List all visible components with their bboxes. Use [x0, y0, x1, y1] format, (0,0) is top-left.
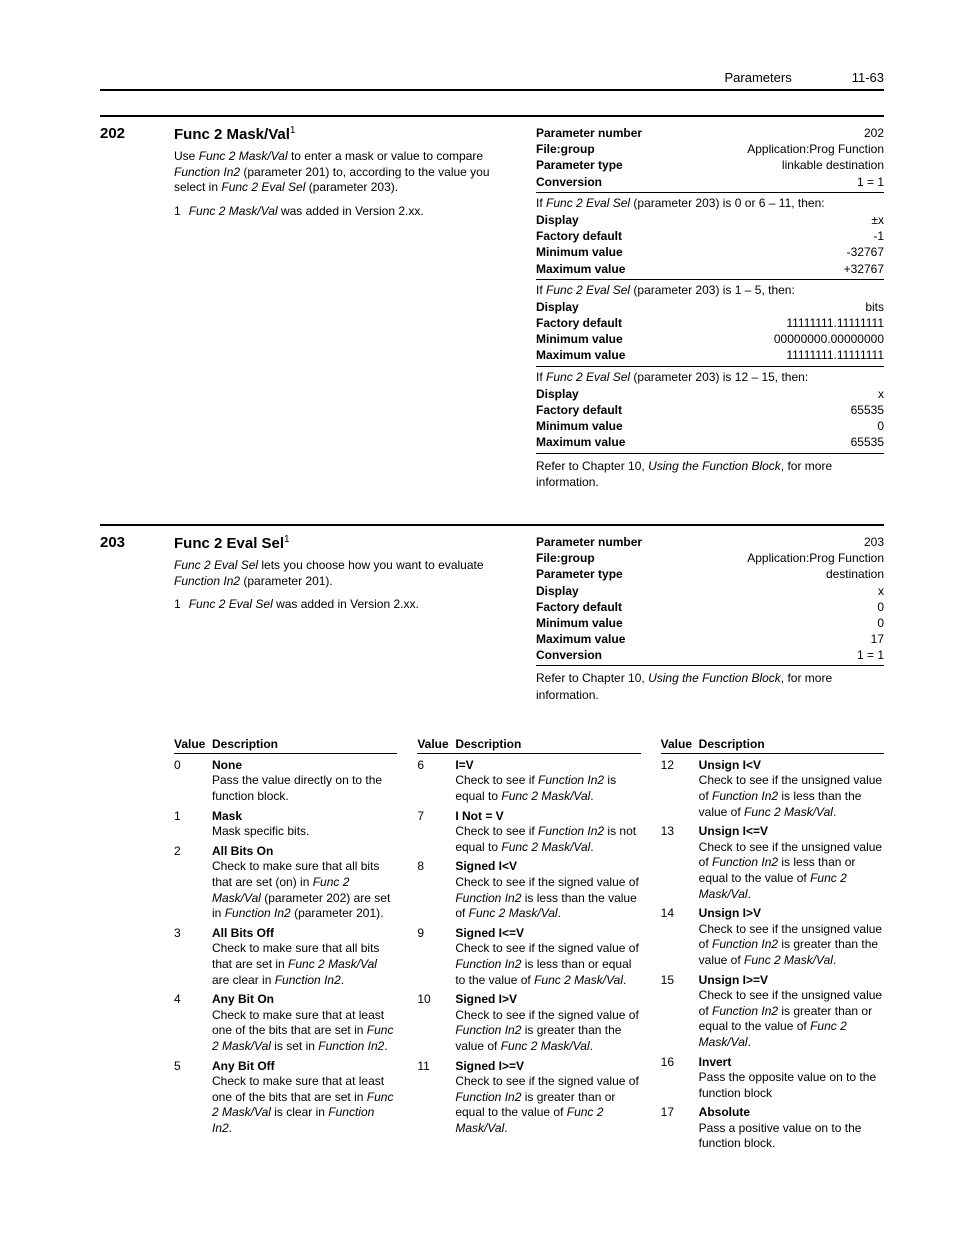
- footnote: 1 Func 2 Eval Sel was added in Version 2…: [174, 597, 522, 613]
- condition-note: If Func 2 Eval Sel (parameter 203) is 12…: [536, 369, 884, 385]
- value-row: 5Any Bit OffCheck to make sure that at l…: [174, 1059, 397, 1137]
- param-spec-table: Parameter number202 File:groupApplicatio…: [536, 125, 884, 490]
- param-number: 203: [100, 534, 160, 703]
- value-row: 7I Not = VCheck to see if Function In2 i…: [417, 809, 640, 856]
- param-intro: Use Func 2 Mask/Val to enter a mask or v…: [174, 149, 522, 196]
- condition-note: If Func 2 Eval Sel (parameter 203) is 0 …: [536, 195, 884, 211]
- value-row: 0NonePass the value directly on to the f…: [174, 758, 397, 805]
- value-row: 8Signed I<VCheck to see if the signed va…: [417, 859, 640, 921]
- param-spec-table: Parameter number203 File:groupApplicatio…: [536, 534, 884, 703]
- value-row: 15Unsign I>=VCheck to see if the unsigne…: [661, 973, 884, 1051]
- value-row: 9Signed I<=VCheck to see if the signed v…: [417, 926, 640, 988]
- values-column: ValueDescription 6I=VCheck to see if Fun…: [417, 737, 640, 1156]
- condition-note: If Func 2 Eval Sel (parameter 203) is 1 …: [536, 282, 884, 298]
- param-202: 202 Func 2 Mask/Val1 Use Func 2 Mask/Val…: [100, 115, 884, 490]
- value-row: 4Any Bit OnCheck to make sure that at le…: [174, 992, 397, 1054]
- param-title: Func 2 Eval Sel1: [174, 534, 522, 552]
- page-number: 11-63: [852, 70, 884, 85]
- value-row: 11Signed I>=VCheck to see if the signed …: [417, 1059, 640, 1137]
- value-row: 1MaskMask specific bits.: [174, 809, 397, 840]
- footnote: 1 Func 2 Mask/Val was added in Version 2…: [174, 204, 522, 220]
- running-header: Parameters 11-63: [100, 70, 884, 91]
- reference-note: Refer to Chapter 10, Using the Function …: [536, 670, 884, 702]
- value-row: 13Unsign I<=VCheck to see if the unsigne…: [661, 824, 884, 902]
- value-row: 6I=VCheck to see if Function In2 is equa…: [417, 758, 640, 805]
- param-description: Func 2 Mask/Val1 Use Func 2 Mask/Val to …: [174, 125, 522, 490]
- param-203: 203 Func 2 Eval Sel1 Func 2 Eval Sel let…: [100, 524, 884, 703]
- value-row: 2All Bits OnCheck to make sure that all …: [174, 844, 397, 922]
- reference-note: Refer to Chapter 10, Using the Function …: [536, 458, 884, 490]
- param-title: Func 2 Mask/Val1: [174, 125, 522, 143]
- param-intro: Func 2 Eval Sel lets you choose how you …: [174, 558, 522, 589]
- value-row: 17AbsolutePass a positive value on to th…: [661, 1105, 884, 1152]
- value-row: 3All Bits OffCheck to make sure that all…: [174, 926, 397, 988]
- value-row: 16InvertPass the opposite value on to th…: [661, 1055, 884, 1102]
- value-row: 10Signed I>VCheck to see if the signed v…: [417, 992, 640, 1054]
- values-column: ValueDescription 12Unsign I<VCheck to se…: [661, 737, 884, 1156]
- section-name: Parameters: [725, 70, 792, 85]
- value-description-table: ValueDescription 0NonePass the value dir…: [100, 737, 884, 1156]
- param-number: 202: [100, 125, 160, 490]
- values-column: ValueDescription 0NonePass the value dir…: [174, 737, 397, 1156]
- param-description: Func 2 Eval Sel1 Func 2 Eval Sel lets yo…: [174, 534, 522, 703]
- value-row: 14Unsign I>VCheck to see if the unsigned…: [661, 906, 884, 968]
- value-row: 12Unsign I<VCheck to see if the unsigned…: [661, 758, 884, 820]
